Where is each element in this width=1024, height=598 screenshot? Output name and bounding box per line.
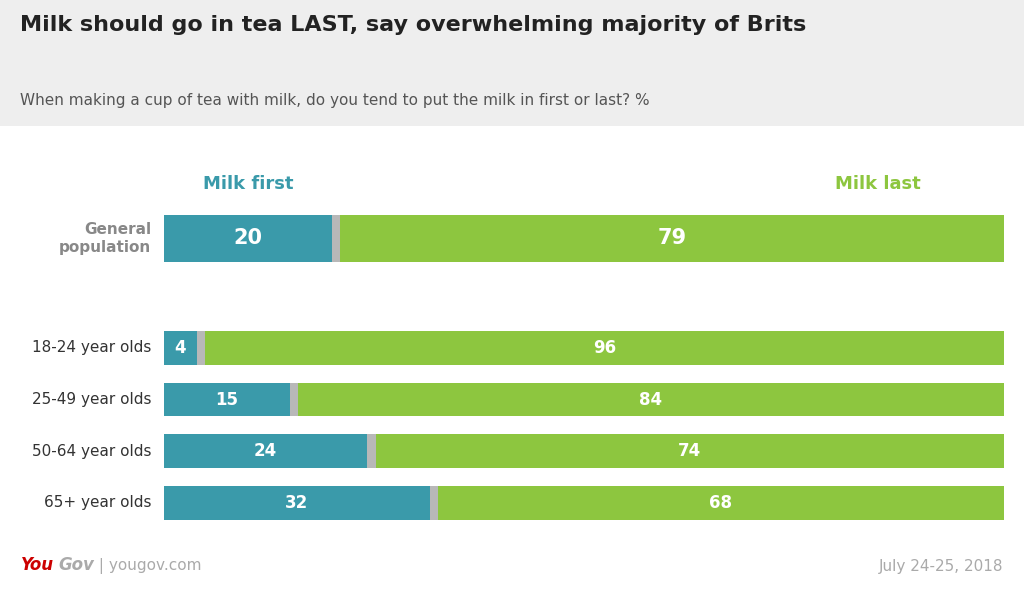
Bar (164, 383, 290, 416)
Bar (368, 434, 376, 468)
Text: July 24-25, 2018: July 24-25, 2018 (879, 559, 1004, 574)
Text: Milk last: Milk last (835, 175, 921, 193)
Text: 25-49 year olds: 25-49 year olds (32, 392, 152, 407)
Text: Gov: Gov (58, 556, 94, 574)
Bar (164, 434, 368, 468)
Text: When making a cup of tea with milk, do you tend to put the milk in first or last: When making a cup of tea with milk, do y… (20, 93, 650, 108)
Text: 65+ year olds: 65+ year olds (44, 495, 152, 510)
Text: 32: 32 (286, 494, 308, 512)
Bar (332, 215, 340, 261)
Text: Milk should go in tea LAST, say overwhelming majority of Brits: Milk should go in tea LAST, say overwhel… (20, 15, 807, 35)
Text: 20: 20 (233, 228, 262, 248)
Bar (206, 331, 1004, 365)
Text: 24: 24 (254, 442, 278, 460)
Bar (197, 331, 206, 365)
Text: 79: 79 (657, 228, 686, 248)
Text: 74: 74 (678, 442, 701, 460)
Text: Milk first: Milk first (203, 175, 293, 193)
Text: 50-64 year olds: 50-64 year olds (32, 444, 152, 459)
Text: 68: 68 (710, 494, 732, 512)
Bar (164, 215, 332, 261)
Bar (298, 383, 1004, 416)
Bar (430, 486, 438, 520)
Text: 15: 15 (215, 390, 239, 408)
Bar (340, 215, 1004, 261)
Text: 84: 84 (639, 390, 663, 408)
Text: | yougov.com: | yougov.com (94, 558, 202, 574)
Text: 18-24 year olds: 18-24 year olds (32, 340, 152, 355)
Bar (376, 434, 1004, 468)
Text: 4: 4 (175, 339, 186, 357)
Text: You: You (20, 556, 53, 574)
Bar (290, 383, 298, 416)
Bar (164, 331, 197, 365)
Bar (164, 486, 430, 520)
Text: General
population: General population (59, 222, 152, 255)
Bar (438, 486, 1004, 520)
Text: 96: 96 (593, 339, 616, 357)
